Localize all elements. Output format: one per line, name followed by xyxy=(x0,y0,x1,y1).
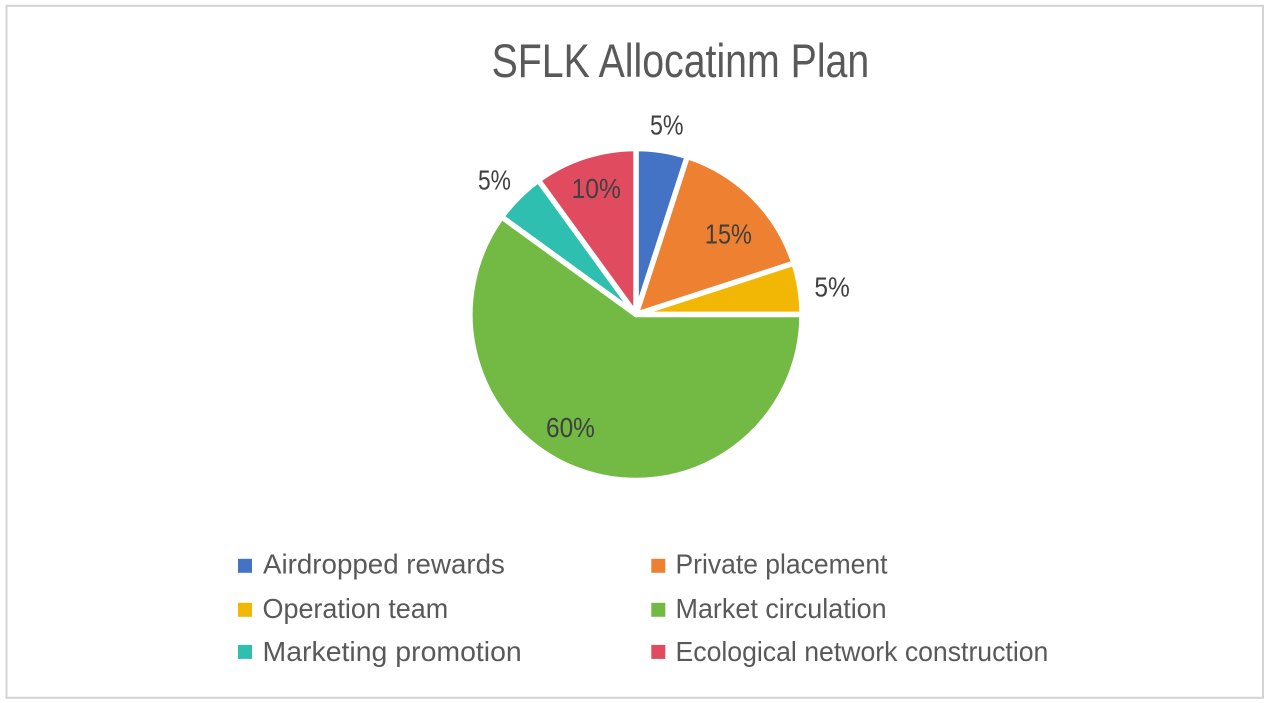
svg-text:5%: 5% xyxy=(814,271,849,303)
svg-text:Airdropped rewards: Airdropped rewards xyxy=(263,548,505,579)
svg-text:SFLK Allocatinm Plan: SFLK Allocatinm Plan xyxy=(492,36,870,88)
svg-text:10%: 10% xyxy=(572,173,621,205)
svg-text:5%: 5% xyxy=(478,166,511,196)
svg-text:60%: 60% xyxy=(546,411,595,443)
svg-text:15%: 15% xyxy=(705,220,752,250)
svg-text:Ecological network constructio: Ecological network construction xyxy=(676,635,1049,667)
svg-text:5%: 5% xyxy=(650,111,684,141)
svg-text:Operation team: Operation team xyxy=(263,593,449,625)
svg-text:Marketing promotion: Marketing promotion xyxy=(263,635,522,667)
svg-text:Market circulation: Market circulation xyxy=(676,593,887,625)
svg-text:Private placement: Private placement xyxy=(676,548,888,580)
